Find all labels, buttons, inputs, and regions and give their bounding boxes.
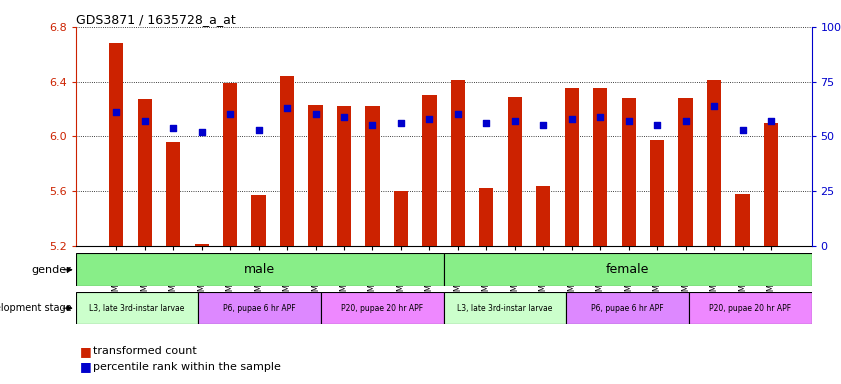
Text: transformed count: transformed count	[93, 346, 196, 356]
Text: P6, pupae 6 hr APF: P6, pupae 6 hr APF	[224, 304, 296, 313]
Point	[622, 118, 636, 124]
Bar	[223, 83, 237, 246]
Bar	[451, 80, 465, 246]
Text: P20, pupae 20 hr APF: P20, pupae 20 hr APF	[341, 304, 423, 313]
Bar	[321, 292, 444, 324]
Point	[337, 114, 351, 120]
Bar	[194, 244, 209, 246]
Text: male: male	[244, 263, 275, 276]
Text: gender: gender	[32, 265, 71, 275]
Bar	[422, 95, 436, 246]
Bar	[564, 88, 579, 246]
Point	[138, 118, 151, 124]
Text: development stage: development stage	[0, 303, 71, 313]
Point	[366, 122, 379, 128]
Point	[565, 116, 579, 122]
Text: percentile rank within the sample: percentile rank within the sample	[93, 362, 280, 372]
Bar	[650, 141, 664, 246]
Bar	[198, 292, 321, 324]
Bar	[621, 98, 636, 246]
Bar	[444, 292, 566, 324]
Bar	[479, 188, 494, 246]
Point	[479, 120, 493, 126]
Bar	[679, 98, 693, 246]
Text: P20, pupae 20 hr APF: P20, pupae 20 hr APF	[709, 304, 791, 313]
Bar	[689, 292, 812, 324]
Point	[251, 127, 265, 133]
Bar	[707, 80, 722, 246]
Text: ■: ■	[80, 345, 92, 358]
Bar	[76, 253, 444, 286]
Bar	[593, 88, 607, 246]
Point	[309, 111, 322, 118]
Bar	[566, 292, 689, 324]
Bar	[76, 292, 198, 324]
Point	[280, 105, 294, 111]
Point	[423, 116, 436, 122]
Bar	[251, 195, 266, 246]
Point	[679, 118, 692, 124]
Point	[451, 111, 464, 118]
Bar	[337, 106, 351, 246]
Point	[537, 122, 550, 128]
Text: GDS3871 / 1635728_a_at: GDS3871 / 1635728_a_at	[76, 13, 235, 26]
Point	[650, 122, 664, 128]
Bar	[309, 105, 323, 246]
Bar	[394, 191, 408, 246]
Text: ■: ■	[80, 360, 92, 373]
Text: female: female	[606, 263, 649, 276]
Bar	[166, 142, 180, 246]
Point	[195, 129, 209, 135]
Point	[594, 114, 607, 120]
Point	[707, 103, 721, 109]
Point	[394, 120, 408, 126]
Bar	[109, 43, 124, 246]
Bar	[764, 122, 778, 246]
Point	[736, 127, 749, 133]
Bar	[365, 106, 379, 246]
Point	[224, 111, 237, 118]
Text: P6, pupae 6 hr APF: P6, pupae 6 hr APF	[591, 304, 664, 313]
Bar	[280, 76, 294, 246]
Text: L3, late 3rd-instar larvae: L3, late 3rd-instar larvae	[89, 304, 185, 313]
Bar	[537, 185, 550, 246]
Point	[109, 109, 123, 115]
Bar	[138, 99, 152, 246]
Bar	[735, 194, 749, 246]
Point	[167, 124, 180, 131]
Text: L3, late 3rd-instar larvae: L3, late 3rd-instar larvae	[458, 304, 553, 313]
Point	[764, 118, 778, 124]
Bar	[444, 253, 812, 286]
Point	[508, 118, 521, 124]
Bar	[508, 97, 522, 246]
